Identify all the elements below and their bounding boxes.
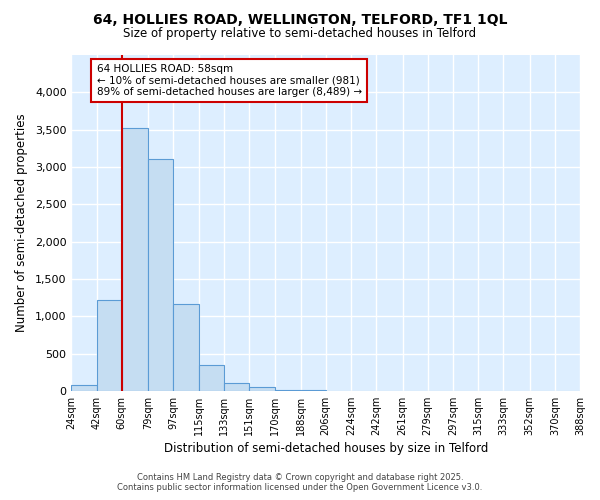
Text: 64, HOLLIES ROAD, WELLINGTON, TELFORD, TF1 1QL: 64, HOLLIES ROAD, WELLINGTON, TELFORD, T… (93, 12, 507, 26)
Text: 64 HOLLIES ROAD: 58sqm
← 10% of semi-detached houses are smaller (981)
89% of se: 64 HOLLIES ROAD: 58sqm ← 10% of semi-det… (97, 64, 362, 97)
Text: Contains HM Land Registry data © Crown copyright and database right 2025.
Contai: Contains HM Land Registry data © Crown c… (118, 473, 482, 492)
Bar (249, 386, 275, 391)
X-axis label: Distribution of semi-detached houses by size in Telford: Distribution of semi-detached houses by … (164, 442, 488, 455)
Bar (224, 383, 249, 391)
Y-axis label: Number of semi-detached properties: Number of semi-detached properties (15, 114, 28, 332)
Bar (148, 160, 173, 391)
Bar (97, 300, 122, 391)
Bar (275, 390, 301, 391)
Bar (71, 385, 97, 391)
Bar (173, 304, 199, 391)
Bar (122, 128, 148, 391)
Text: Size of property relative to semi-detached houses in Telford: Size of property relative to semi-detach… (124, 28, 476, 40)
Bar (199, 364, 224, 391)
